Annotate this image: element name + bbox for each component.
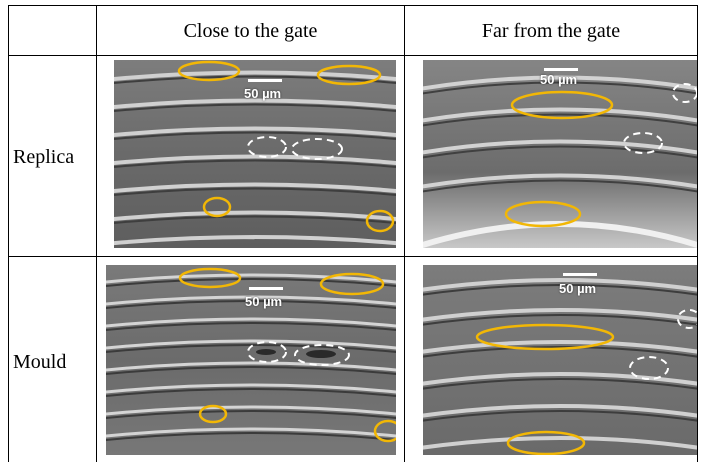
table-row-divider — [8, 256, 698, 257]
column-header-far-from-gate: Far from the gate — [481, 20, 621, 42]
micrograph-mould-close: 50 µm — [106, 265, 396, 455]
micrograph-replica-close: 50 µm — [114, 60, 396, 248]
scale-label: 50 µm — [540, 72, 578, 87]
table-col-divider-2 — [404, 5, 405, 462]
table-border-left — [8, 5, 9, 462]
scale-bar — [544, 68, 578, 71]
scale-label: 50 µm — [559, 281, 597, 296]
scale-bar — [248, 79, 282, 82]
table-border-top — [8, 5, 698, 6]
column-header-close-to-gate: Close to the gate — [183, 20, 318, 42]
table-col-divider-1 — [96, 5, 97, 462]
row-label-replica: Replica — [13, 146, 75, 168]
table-border-right — [697, 5, 698, 462]
scale-bar — [249, 287, 283, 290]
scale-bar — [563, 273, 597, 276]
micrograph-replica-far: 50 µm — [423, 60, 697, 248]
table-header-divider — [8, 55, 698, 56]
row-label-mould: Mould — [13, 351, 67, 373]
scale-label: 50 µm — [245, 294, 283, 309]
scale-label: 50 µm — [244, 86, 282, 101]
micrograph-mould-far: 50 µm — [423, 265, 697, 455]
